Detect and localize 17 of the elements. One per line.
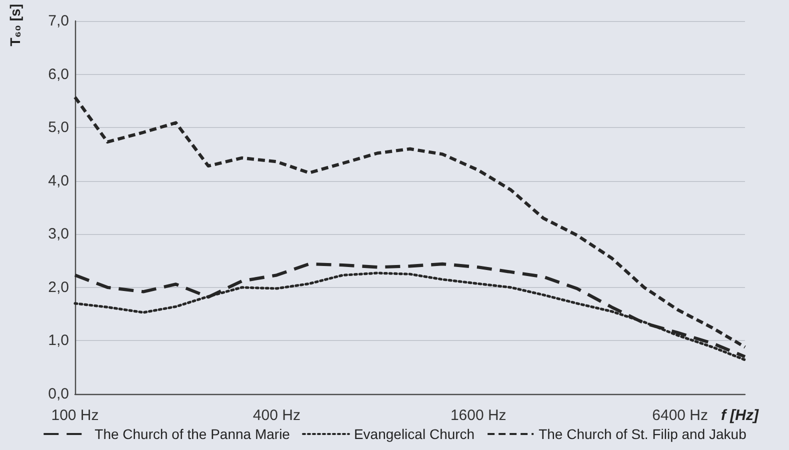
x-tick-label: 6400 Hz — [652, 407, 708, 424]
y-tick-label: 5,0 — [48, 119, 69, 136]
y-axis-title: T₆₀ [s] — [7, 4, 23, 46]
x-tick-label: 1600 Hz — [450, 407, 506, 424]
y-tick-label: 1,0 — [48, 332, 69, 350]
y-tick-label: 6,0 — [48, 66, 69, 83]
y-tick-label: 2,0 — [48, 278, 69, 296]
y-tick-label: 4,0 — [48, 172, 69, 190]
legend-label: Evangelical Church — [354, 426, 475, 442]
legend-label: The Church of the Panna Marie — [94, 426, 290, 442]
legend-label: The Church of St. Filip and Jakub — [538, 426, 747, 442]
x-tick-label: 400 Hz — [252, 407, 300, 424]
y-tick-label: 0,0 — [48, 386, 69, 402]
y-tick-label: 3,0 — [48, 226, 69, 243]
x-axis-title: f [Hz] — [721, 407, 760, 424]
y-tick-label: 7,0 — [48, 12, 69, 30]
x-tick-label: 100 Hz — [51, 407, 99, 424]
